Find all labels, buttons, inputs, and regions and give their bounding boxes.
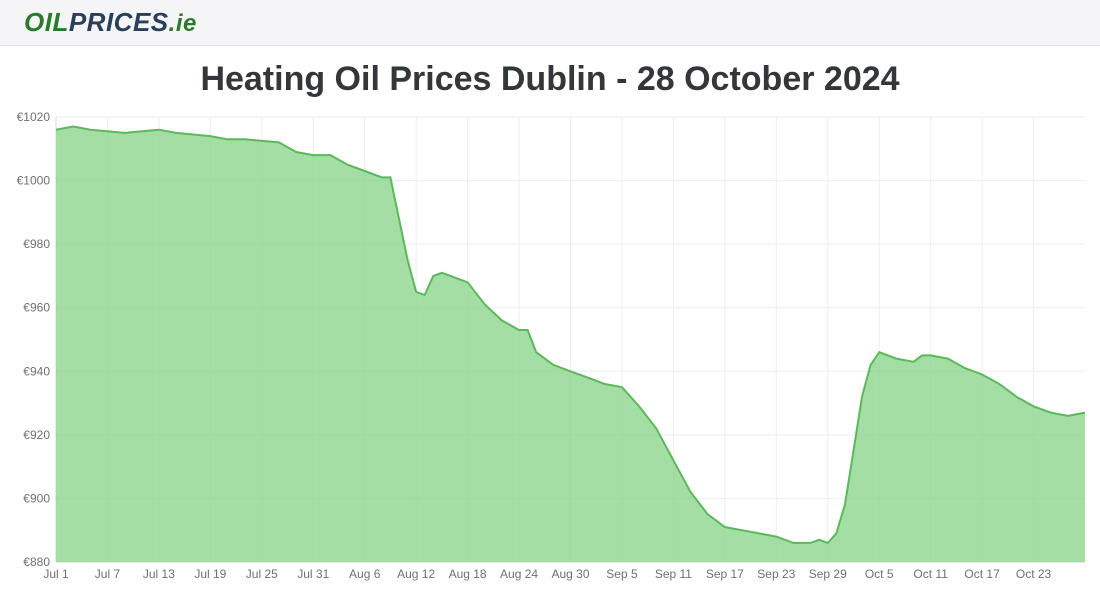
xtick-label: Oct 5: [865, 567, 894, 581]
chart-title: Heating Oil Prices Dublin - 28 October 2…: [0, 46, 1100, 107]
xtick-label: Aug 30: [551, 567, 589, 581]
xtick-label: Jul 19: [194, 567, 226, 581]
xtick-label: Sep 23: [757, 567, 795, 581]
ytick-label: €960: [23, 301, 50, 315]
xtick-label: Jul 1: [43, 567, 69, 581]
xtick-label: Jul 25: [246, 567, 278, 581]
ytick-label: €940: [23, 364, 50, 378]
xtick-label: Jul 7: [95, 567, 121, 581]
xtick-label: Oct 23: [1016, 567, 1052, 581]
header-bar: OIL PRICES .ie: [0, 0, 1100, 46]
xtick-label: Aug 12: [397, 567, 435, 581]
ytick-label: €1020: [17, 110, 51, 124]
xtick-label: Oct 11: [913, 567, 948, 581]
ytick-label: €900: [23, 491, 50, 505]
ytick-label: €980: [23, 237, 50, 251]
xtick-label: Sep 29: [809, 567, 847, 581]
xtick-label: Sep 17: [706, 567, 744, 581]
xtick-label: Aug 24: [500, 567, 538, 581]
xtick-label: Sep 5: [606, 567, 638, 581]
site-logo[interactable]: OIL PRICES .ie: [24, 7, 197, 38]
xtick-label: Oct 17: [964, 567, 1000, 581]
ytick-label: €1000: [17, 174, 51, 188]
logo-part-prices: PRICES: [69, 7, 169, 38]
xtick-label: Aug 18: [449, 567, 487, 581]
xtick-label: Aug 6: [349, 567, 381, 581]
xtick-label: Jul 13: [143, 567, 175, 581]
xtick-label: Jul 31: [297, 567, 329, 581]
logo-part-ie: .ie: [169, 10, 197, 38]
logo-part-oil: OIL: [24, 7, 69, 38]
price-chart: €880€900€920€940€960€980€1000€1020Jul 1J…: [0, 107, 1100, 597]
xtick-label: Sep 11: [655, 567, 692, 581]
chart-svg: €880€900€920€940€960€980€1000€1020Jul 1J…: [0, 107, 1100, 597]
ytick-label: €920: [23, 428, 50, 442]
